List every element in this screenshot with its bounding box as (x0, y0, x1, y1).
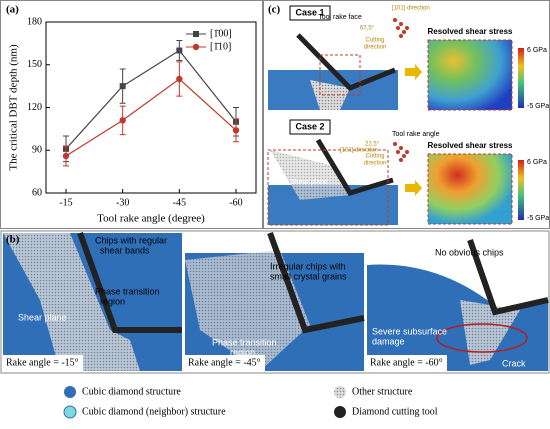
rake-label: Rake angle = -45° (188, 357, 261, 368)
sim-region (185, 250, 310, 371)
annotation: Crack (502, 358, 526, 368)
case-box (289, 5, 331, 21)
colorbar (518, 48, 524, 108)
y-tick-label: 150 (27, 59, 42, 70)
legend-swatch (63, 405, 77, 419)
annotation: Tool rake angle (392, 131, 440, 138)
zoom-box (267, 149, 389, 226)
legend-swatch (334, 386, 346, 398)
tool (267, 231, 365, 334)
legend-label: [1̄10] (210, 41, 231, 52)
annotation: Severe subsurface (372, 326, 447, 336)
colorbar (518, 160, 524, 220)
legend-label: Cubic diamond structure (82, 386, 181, 397)
marker (119, 117, 126, 124)
rake-label: Rake angle = -15° (6, 357, 79, 368)
marker (119, 83, 126, 90)
case-title: Case 1 (295, 7, 324, 17)
x-tick-label: -30 (116, 197, 129, 208)
x-tick-label: -60 (229, 197, 242, 208)
annotation: Phase transition (212, 337, 277, 347)
arrow (405, 180, 422, 196)
x-axis-label: Tool rake angle (degree) (97, 213, 205, 225)
legend-label: Diamond cutting tool (352, 406, 438, 417)
y-tick-label: 60 (32, 187, 42, 198)
arrow (405, 64, 422, 80)
annotation: Phase transition (95, 286, 160, 296)
marker (62, 152, 70, 160)
panel-label: (a) (6, 4, 19, 16)
annotation: region (230, 347, 255, 357)
legend-label: [1̄00] (210, 28, 232, 39)
zoom-box (319, 54, 361, 96)
legend-marker (193, 31, 199, 37)
panel-label: (b) (6, 234, 20, 246)
sim-region (460, 300, 520, 365)
annotation: Tool rake face (318, 14, 362, 21)
annotation: Shear plane (18, 312, 67, 322)
series-line (65, 78, 237, 157)
annotation: direction (364, 45, 387, 51)
marker (176, 47, 183, 54)
damage-ellipse (436, 323, 528, 353)
panel-label: (c) (268, 4, 281, 16)
annotation: Resolved shear stress (428, 27, 513, 36)
tool (296, 33, 396, 91)
sim-region (3, 233, 140, 371)
legend-label: Cubic diamond (neighbor) structure (82, 406, 226, 417)
case-box (289, 119, 331, 135)
annotation: Resolved shear stress (428, 141, 513, 150)
heatmap (427, 39, 513, 111)
marker (176, 75, 183, 83)
case1: Case 1 Tool rake face [101] direction 67… (268, 5, 549, 111)
annotation: damage (372, 336, 405, 346)
y-axis-label: The critical DBT depth (nm) (8, 44, 20, 171)
colorbar-label: 6 GPa (527, 47, 547, 54)
annotation: small crystal grains (270, 271, 347, 281)
y-tick-label: 120 (27, 102, 42, 113)
colorbar-label: -5 GPa (527, 103, 549, 110)
x-tick-label: -15 (59, 197, 72, 208)
marker (232, 127, 240, 134)
panel-a-frame (0, 0, 263, 229)
annotation: direction (364, 161, 387, 167)
annotation: 22.5° (365, 142, 380, 148)
legend-swatch (334, 406, 346, 418)
label-box (367, 355, 447, 371)
legend-marker (192, 43, 200, 51)
annotation: region (100, 296, 125, 306)
annotation: 67.5° (360, 26, 375, 32)
case2: Case 2 Shear plane [101] direction Tool … (267, 119, 549, 226)
structure-legend: Cubic diamond structure Cubic diamond (n… (63, 386, 438, 419)
case-title: Case 2 (295, 121, 324, 131)
y-tick-label: 180 (27, 16, 42, 27)
y-tick-label: 90 (32, 145, 42, 156)
series-line (65, 49, 237, 150)
legend-label: Other structure (352, 386, 413, 397)
label-box (185, 355, 265, 371)
heatmap (427, 153, 513, 225)
annotation: Shear plane (290, 179, 328, 186)
tool (315, 138, 394, 196)
panel-b: (b) Chips with regular shear bands Phase… (0, 230, 550, 374)
tool (467, 239, 549, 316)
annotation: [101] direction (340, 148, 378, 154)
colorbar-label: -5 GPa (527, 215, 549, 222)
annotation: No obvious chips (435, 247, 504, 257)
annotation: [101] direction (392, 6, 430, 12)
rake-label: Rake angle = -60° (370, 357, 443, 368)
annotation: shear bands (100, 245, 150, 255)
annotation: Cutting (365, 154, 384, 160)
tool (77, 231, 182, 333)
annotation: Irregular chips with (270, 261, 346, 271)
colorbar-label: 6 GPa (527, 159, 547, 166)
legend-swatch (64, 386, 76, 398)
sim-vacuum (367, 233, 548, 310)
sim-region (270, 150, 350, 200)
label-box (3, 355, 83, 371)
annotation: Cutting (365, 38, 384, 44)
annotation: Chips with regular (95, 235, 167, 245)
x-tick-label: -45 (173, 197, 186, 208)
